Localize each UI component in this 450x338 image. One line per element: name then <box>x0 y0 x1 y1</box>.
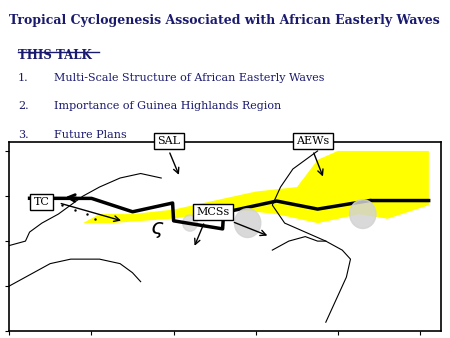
Text: Tropical Cyclogenesis Associated with African Easterly Waves: Tropical Cyclogenesis Associated with Af… <box>9 14 440 27</box>
Circle shape <box>183 215 198 231</box>
Text: Future Plans: Future Plans <box>54 130 127 140</box>
Text: 1.: 1. <box>18 73 29 83</box>
Text: AEWs: AEWs <box>296 136 329 146</box>
Text: MCSs: MCSs <box>196 207 229 217</box>
Text: THIS TALK: THIS TALK <box>18 49 92 62</box>
Circle shape <box>234 209 261 238</box>
Text: Multi-Scale Structure of African Easterly Waves: Multi-Scale Structure of African Easterl… <box>54 73 324 83</box>
Text: TC: TC <box>34 197 50 207</box>
Polygon shape <box>83 151 429 223</box>
Text: SAL: SAL <box>157 136 180 146</box>
Circle shape <box>350 200 376 228</box>
Text: 3.: 3. <box>18 130 29 140</box>
Text: Importance of Guinea Highlands Region: Importance of Guinea Highlands Region <box>54 101 281 112</box>
Text: $\varsigma$: $\varsigma$ <box>150 220 164 240</box>
Text: 2.: 2. <box>18 101 29 112</box>
Polygon shape <box>318 151 429 223</box>
